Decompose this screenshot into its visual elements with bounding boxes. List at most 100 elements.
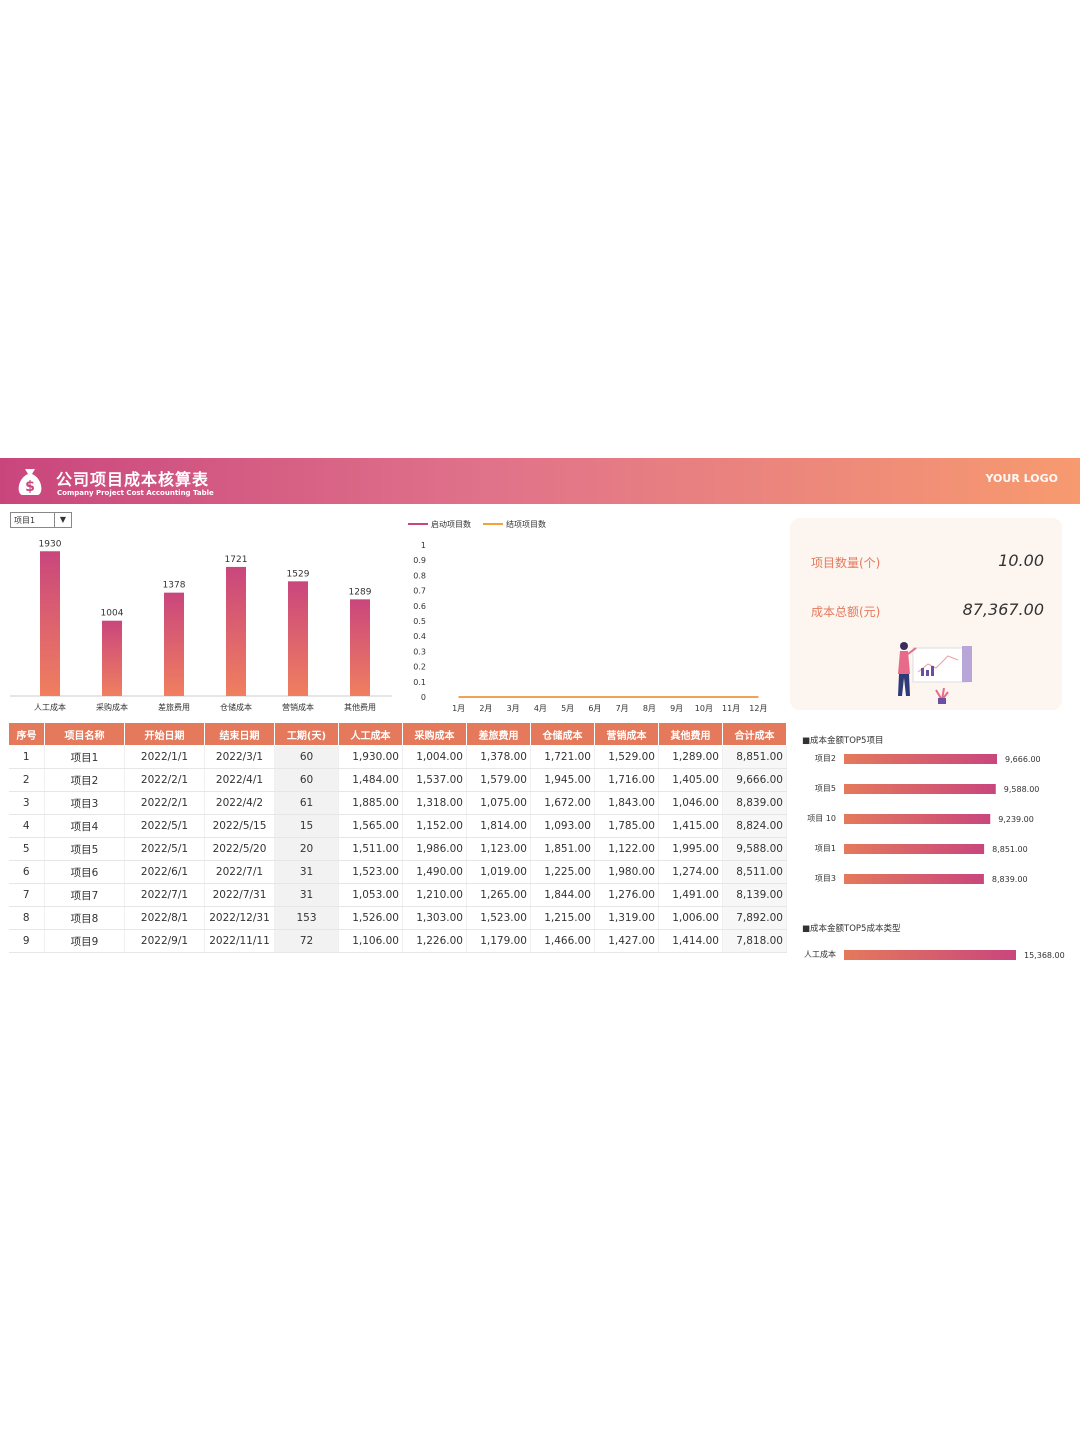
table-cell[interactable]: 2022/1/1 <box>124 745 205 769</box>
table-cell[interactable]: 1,215.00 <box>530 906 595 930</box>
table-cell[interactable]: 项目1 <box>44 745 125 769</box>
table-cell[interactable]: 2022/5/1 <box>124 814 205 838</box>
table-cell[interactable]: 1,415.00 <box>658 814 723 838</box>
table-cell[interactable]: 2022/3/1 <box>204 745 275 769</box>
table-cell[interactable]: 2022/6/1 <box>124 860 205 884</box>
table-cell[interactable]: 1,414.00 <box>658 929 723 953</box>
table-cell[interactable]: 1,851.00 <box>530 837 595 861</box>
table-cell[interactable]: 1,537.00 <box>402 768 467 792</box>
table-cell[interactable]: 1,289.00 <box>658 745 723 769</box>
table-cell[interactable]: 2 <box>8 768 45 792</box>
table-cell[interactable]: 1,523.00 <box>338 860 403 884</box>
table-cell[interactable]: 2022/5/1 <box>124 837 205 861</box>
table-cell[interactable]: 项目6 <box>44 860 125 884</box>
table-cell[interactable]: 2022/2/1 <box>124 791 205 815</box>
table-cell[interactable]: 7 <box>8 883 45 907</box>
table-cell[interactable]: 1,523.00 <box>466 906 531 930</box>
table-cell[interactable]: 20 <box>274 837 339 861</box>
table-cell[interactable]: 2022/7/1 <box>124 883 205 907</box>
chevron-down-icon[interactable]: ▼ <box>54 513 71 527</box>
table-cell[interactable]: 1,490.00 <box>402 860 467 884</box>
table-cell[interactable]: 9,588.00 <box>722 837 787 861</box>
table-cell[interactable]: 2022/12/31 <box>204 906 275 930</box>
table-cell[interactable]: 8,839.00 <box>722 791 787 815</box>
table-cell[interactable]: 60 <box>274 745 339 769</box>
table-cell[interactable]: 1,274.00 <box>658 860 723 884</box>
table-cell[interactable]: 8,139.00 <box>722 883 787 907</box>
table-cell[interactable]: 4 <box>8 814 45 838</box>
table-cell[interactable]: 项目4 <box>44 814 125 838</box>
table-cell[interactable]: 7,892.00 <box>722 906 787 930</box>
table-cell[interactable]: 153 <box>274 906 339 930</box>
table-cell[interactable]: 1,491.00 <box>658 883 723 907</box>
table-cell[interactable]: 1,716.00 <box>594 768 659 792</box>
table-cell[interactable]: 1,405.00 <box>658 768 723 792</box>
table-cell[interactable]: 2022/5/15 <box>204 814 275 838</box>
table-cell[interactable]: 31 <box>274 860 339 884</box>
table-cell[interactable]: 2022/4/1 <box>204 768 275 792</box>
table-cell[interactable]: 3 <box>8 791 45 815</box>
table-cell[interactable]: 1,526.00 <box>338 906 403 930</box>
table-cell[interactable]: 1,484.00 <box>338 768 403 792</box>
table-cell[interactable]: 31 <box>274 883 339 907</box>
table-cell[interactable]: 1,152.00 <box>402 814 467 838</box>
table-cell[interactable]: 1,986.00 <box>402 837 467 861</box>
table-cell[interactable]: 1,303.00 <box>402 906 467 930</box>
table-cell[interactable]: 8,511.00 <box>722 860 787 884</box>
table-cell[interactable]: 1,511.00 <box>338 837 403 861</box>
table-cell[interactable]: 项目2 <box>44 768 125 792</box>
table-cell[interactable]: 2022/4/2 <box>204 791 275 815</box>
table-cell[interactable]: 1,053.00 <box>338 883 403 907</box>
table-cell[interactable]: 1,122.00 <box>594 837 659 861</box>
table-cell[interactable]: 2022/8/1 <box>124 906 205 930</box>
table-cell[interactable]: 1,995.00 <box>658 837 723 861</box>
table-cell[interactable]: 2022/11/11 <box>204 929 275 953</box>
table-cell[interactable]: 1,123.00 <box>466 837 531 861</box>
table-cell[interactable]: 1,225.00 <box>530 860 595 884</box>
table-cell[interactable]: 1 <box>8 745 45 769</box>
table-cell[interactable]: 1,106.00 <box>338 929 403 953</box>
table-cell[interactable]: 72 <box>274 929 339 953</box>
table-cell[interactable]: 1,006.00 <box>658 906 723 930</box>
table-cell[interactable]: 1,930.00 <box>338 745 403 769</box>
table-cell[interactable]: 项目5 <box>44 837 125 861</box>
table-cell[interactable]: 1,318.00 <box>402 791 467 815</box>
table-cell[interactable]: 61 <box>274 791 339 815</box>
table-cell[interactable]: 1,945.00 <box>530 768 595 792</box>
table-cell[interactable]: 60 <box>274 768 339 792</box>
table-cell[interactable]: 1,093.00 <box>530 814 595 838</box>
table-cell[interactable]: 1,785.00 <box>594 814 659 838</box>
table-cell[interactable]: 1,075.00 <box>466 791 531 815</box>
project-select[interactable]: 项目1 ▼ <box>10 512 72 528</box>
table-cell[interactable]: 项目3 <box>44 791 125 815</box>
table-cell[interactable]: 1,210.00 <box>402 883 467 907</box>
table-cell[interactable]: 9,666.00 <box>722 768 787 792</box>
table-cell[interactable]: 1,844.00 <box>530 883 595 907</box>
table-cell[interactable]: 2022/7/31 <box>204 883 275 907</box>
table-cell[interactable]: 项目7 <box>44 883 125 907</box>
table-cell[interactable]: 1,265.00 <box>466 883 531 907</box>
table-cell[interactable]: 8,851.00 <box>722 745 787 769</box>
table-cell[interactable]: 1,004.00 <box>402 745 467 769</box>
table-cell[interactable]: 1,529.00 <box>594 745 659 769</box>
table-cell[interactable]: 6 <box>8 860 45 884</box>
table-cell[interactable]: 1,019.00 <box>466 860 531 884</box>
table-cell[interactable]: 9 <box>8 929 45 953</box>
table-cell[interactable]: 1,565.00 <box>338 814 403 838</box>
table-cell[interactable]: 项目9 <box>44 929 125 953</box>
table-cell[interactable]: 7,818.00 <box>722 929 787 953</box>
table-cell[interactable]: 1,378.00 <box>466 745 531 769</box>
table-cell[interactable]: 2022/7/1 <box>204 860 275 884</box>
table-cell[interactable]: 1,721.00 <box>530 745 595 769</box>
table-cell[interactable]: 5 <box>8 837 45 861</box>
table-cell[interactable]: 15 <box>274 814 339 838</box>
table-cell[interactable]: 2022/2/1 <box>124 768 205 792</box>
table-cell[interactable]: 1,046.00 <box>658 791 723 815</box>
table-cell[interactable]: 1,226.00 <box>402 929 467 953</box>
table-cell[interactable]: 1,672.00 <box>530 791 595 815</box>
table-cell[interactable]: 1,885.00 <box>338 791 403 815</box>
table-cell[interactable]: 1,980.00 <box>594 860 659 884</box>
table-cell[interactable]: 1,319.00 <box>594 906 659 930</box>
table-cell[interactable]: 2022/9/1 <box>124 929 205 953</box>
table-cell[interactable]: 2022/5/20 <box>204 837 275 861</box>
